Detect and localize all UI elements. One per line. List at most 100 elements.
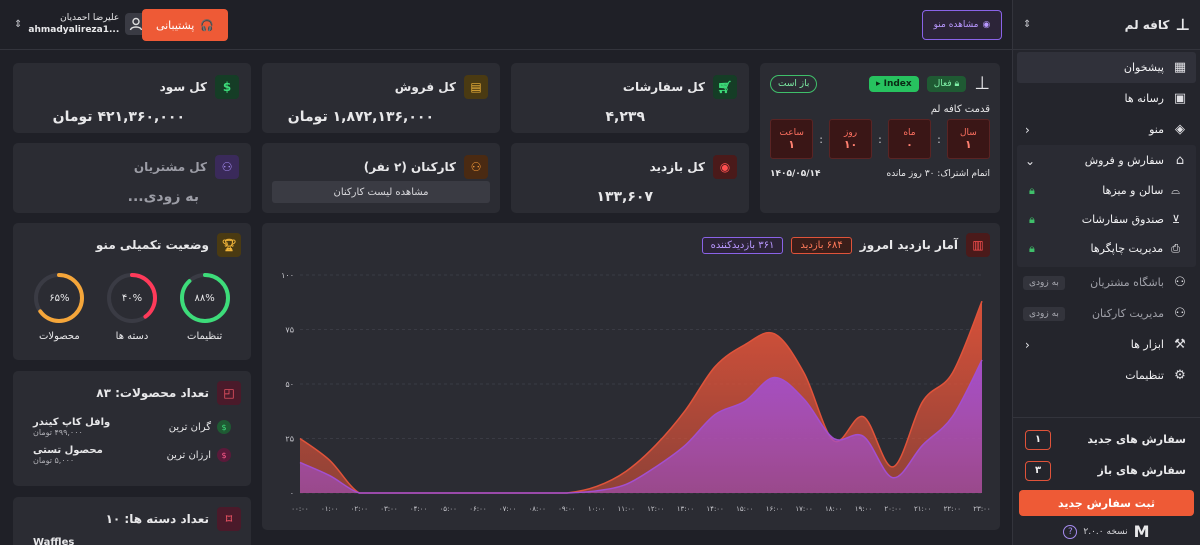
sidebar-item-media[interactable]: ▣ رسانه ها: [1013, 83, 1200, 114]
x-tick-label: ۱۲:۰۰: [647, 505, 664, 513]
cart-icon: ⊻: [1171, 213, 1180, 226]
printer-icon: ⎙: [1171, 241, 1180, 255]
chevron-left-icon: ‹: [1025, 337, 1030, 352]
x-tick-label: ۰۶:۰۰: [469, 505, 486, 513]
sidebar-item-staff[interactable]: ⚇ مدیریت کارکنان به زودی: [1013, 298, 1200, 329]
sidebar-item-label: رسانه ها: [1124, 92, 1165, 105]
visitors-pill: ۳۶۱ بازدیدکننده: [701, 236, 784, 254]
top-bar: ⇕ علیرضا احمدیان ahmadyalireza1... پشتیب…: [0, 0, 1012, 50]
ring-value: ۸۸%: [194, 292, 215, 304]
bar-chart-icon: ▥: [966, 233, 990, 257]
wallet-icon: ▤: [464, 75, 488, 99]
cart-icon: 🛒︎: [713, 75, 737, 99]
chevron-down-icon: ⌄: [1025, 153, 1036, 168]
sidebar-item-tools[interactable]: ⚒ ابزار ها ‹: [1013, 329, 1200, 360]
user-menu[interactable]: ⇕ علیرضا احمدیان ahmadyalireza1...: [14, 12, 148, 36]
x-tick-label: ۱۹:۰۰: [855, 505, 872, 513]
ring-label: دسته ها: [115, 331, 149, 342]
brand-name: کافه لم: [1124, 17, 1170, 32]
completion-ring: ۶۵% محصولات: [32, 271, 86, 342]
sidebar-subitem-label: صندوق سفارشات: [1081, 213, 1164, 226]
active-badge: 🔒︎ فعال: [926, 75, 967, 92]
brand[interactable]: ⊥ کافه لم: [1125, 15, 1190, 34]
new-orders-row[interactable]: سفارش های جدید ۱: [1013, 424, 1200, 455]
sidebar-item-label: ابزار ها: [1130, 338, 1164, 351]
y-tick-label: ۵۰: [285, 380, 294, 389]
users-icon: ⚇: [1174, 306, 1186, 321]
sidebar-item-sales[interactable]: ⌂ سفارش و فروش ⌄: [1017, 145, 1196, 176]
y-tick-label: ۷۵: [285, 326, 294, 335]
cafe-info-card: ⊥ 🔒︎ فعال Index ▸ باز است قدمت کافه لم س…: [760, 63, 1000, 213]
x-tick-label: ۱۴:۰۰: [706, 505, 723, 513]
sidebar-item-label: تنظیمات: [1125, 369, 1164, 382]
avatar: [125, 13, 148, 35]
lock-icon: 🔒︎: [1029, 183, 1035, 197]
y-tick-label: ۰: [290, 489, 294, 498]
cafe-age-label: قدمت کافه لم: [930, 104, 990, 115]
x-tick-label: ۰۵:۰۰: [440, 505, 457, 513]
index-badge: Index ▸: [868, 75, 919, 92]
wrench-icon: ⚒: [1174, 337, 1186, 352]
orders-card: 🛒︎ کل سفارشات ۴,۲۳۹: [511, 63, 749, 133]
support-button[interactable]: پشتیبانی 🎧: [142, 9, 228, 41]
sidebar-subitem-tables[interactable]: ⌓ سالن و میزها 🔒︎: [1017, 176, 1196, 205]
most-expensive-row: $ گران ترین وافل کاپ کیندر ۴۹۹,۰۰۰ تومان: [23, 417, 241, 437]
app-logo: M: [1133, 522, 1150, 541]
x-tick-label: ۱۵:۰۰: [736, 505, 753, 513]
x-tick-label: ۰۹:۰۰: [558, 505, 575, 513]
visits-pill: ۶۸۴ بازدید: [791, 236, 852, 254]
x-tick-label: ۱۷:۰۰: [795, 505, 812, 513]
open-status-badge: باز است: [770, 74, 818, 93]
new-order-button[interactable]: ثبت سفارش جدید: [1019, 490, 1194, 516]
open-orders-label: سفارش های باز: [1097, 464, 1186, 477]
series-area: [300, 360, 982, 493]
bag-icon: ◰: [217, 381, 241, 405]
layers-icon: ◈: [1175, 122, 1185, 137]
cafe-logo-icon: ⊥: [1175, 15, 1190, 34]
x-tick-label: ۰۲:۰۰: [351, 505, 368, 513]
x-tick-label: ۱۱:۰۰: [617, 505, 634, 513]
x-tick-label: ۱۰:۰۰: [588, 505, 605, 513]
x-tick-label: ۰۴:۰۰: [410, 505, 427, 513]
x-tick-label: ۲۱:۰۰: [914, 505, 931, 513]
view-staff-button[interactable]: مشاهده لیست کارکنان: [272, 181, 490, 203]
lock-icon: 🔒︎: [1029, 212, 1035, 226]
sales-value: ۱,۸۷۲,۱۳۶,۰۰۰ تومان: [287, 109, 434, 125]
most-expensive-price: ۴۹۹,۰۰۰ تومان: [33, 428, 83, 437]
categories-card: ⌑ تعداد دسته ها: ۱۰ Waffles: [13, 497, 251, 545]
categories-title: تعداد دسته ها: ۱۰: [105, 512, 209, 526]
cheapest-label: ارزان ترین: [166, 449, 211, 461]
image-icon: ▣: [1173, 91, 1187, 106]
sidebar-subitem-printers[interactable]: ⎙ مدیریت چاپگرها 🔒︎: [1017, 234, 1196, 263]
sidebar-subitem-cashier[interactable]: ⊻ صندوق سفارشات 🔒︎: [1017, 205, 1196, 234]
user-icon: [130, 17, 143, 31]
users-icon: ⚇: [215, 155, 239, 179]
chevron-left-icon: ‹: [1025, 122, 1030, 137]
series-line: [299, 359, 983, 494]
sidebar-item-label: مدیریت کارکنان: [1091, 307, 1164, 320]
visits-chart-card: ▥ آمار بازدید امروز ۶۸۴ بازدید ۳۶۱ بازدی…: [262, 223, 1000, 530]
open-orders-row[interactable]: سفارش های باز ۳: [1013, 455, 1200, 486]
x-tick-label: ۰۰:۰۰: [291, 505, 308, 513]
sidebar-item-club[interactable]: ⚇ باشگاه مشتریان به زودی: [1013, 267, 1200, 298]
x-tick-label: ۰۱:۰۰: [321, 505, 338, 513]
customers-title: کل مشتریان: [133, 160, 207, 174]
x-tick-label: ۱۸:۰۰: [825, 505, 842, 513]
eye-icon: ◉: [982, 20, 991, 30]
staff-title: کارکنان (۲ نفر): [363, 160, 456, 174]
orders-title: کل سفارشات: [622, 80, 705, 94]
chevron-updown-icon[interactable]: ⇕: [1023, 19, 1032, 30]
view-menu-button[interactable]: مشاهده منو ◉: [922, 10, 1002, 40]
profit-title: کل سود: [159, 80, 207, 94]
help-icon[interactable]: ?: [1063, 524, 1078, 539]
profit-card: $ کل سود ۴۲۱,۳۶۰,۰۰۰ تومان: [13, 63, 251, 133]
support-label: پشتیبانی: [155, 18, 195, 32]
sidebar-item-dashboard[interactable]: ▦ پیشخوان: [1017, 52, 1196, 83]
open-orders-count: ۳: [1025, 460, 1051, 481]
sidebar-item-menu[interactable]: ◈ منو ‹: [1013, 114, 1200, 145]
menu-completion-card: 🏆︎ وضعیت تکمیلی منو ۸۸% تنظیمات ۴۰% دسته ها ۶…: [13, 223, 251, 360]
soon-badge: به زودی: [1023, 306, 1065, 321]
view-menu-label: مشاهده منو: [933, 20, 979, 30]
timer-years: سال ۱: [946, 119, 990, 159]
sidebar-item-settings[interactable]: ⚙ تنظیمات: [1013, 360, 1200, 391]
